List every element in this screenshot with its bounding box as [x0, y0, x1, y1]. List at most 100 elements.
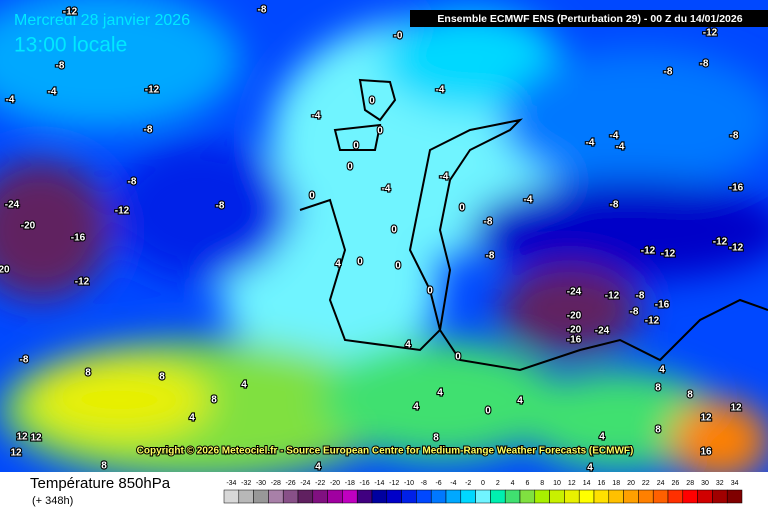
colorbar-label: 26 [672, 480, 680, 487]
colorbar-swatch [238, 489, 254, 504]
temperature-label: -12 [729, 243, 744, 254]
colorbar-swatch [386, 489, 402, 504]
temperature-label: 0 [395, 261, 401, 272]
temperature-label: -20 [21, 221, 36, 232]
colorbar-label: 20 [627, 480, 635, 487]
temperature-label: -24 [567, 287, 582, 298]
colorbar-swatch [223, 489, 240, 504]
colorbar-swatch [608, 489, 624, 504]
copyright: Copyright © 2026 Meteociel.fr - Source E… [137, 446, 634, 457]
temperature-label: -4 [48, 87, 57, 98]
temperature-label: -12 [703, 28, 718, 39]
colorbar-label: -24 [300, 480, 310, 487]
colorbar-swatch [430, 489, 447, 504]
temperature-label: -8 [128, 177, 137, 188]
temperature-label: -12 [145, 85, 160, 96]
colorbar-swatch [534, 489, 550, 504]
temperature-label: -4 [312, 111, 321, 122]
colorbar-label: -4 [450, 480, 456, 487]
colorbar-label: 8 [540, 480, 544, 487]
colorbar-swatch [327, 489, 343, 504]
temperature-label: -8 [630, 307, 639, 318]
colorbar-swatch [356, 489, 373, 504]
colorbar-label: 30 [701, 480, 709, 487]
temperature-label: -12 [63, 7, 78, 18]
temperature-label: -16 [567, 335, 582, 346]
temperature-label: 4 [189, 413, 195, 424]
temperature-label: -4 [616, 142, 625, 153]
temperature-label: 4 [405, 340, 411, 351]
colorbar-swatch [504, 489, 521, 504]
temperature-label: -8 [56, 61, 65, 72]
legend-title: Température 850hPa [30, 475, 171, 492]
colorbar-label: 14 [583, 480, 591, 487]
colorbar-swatch [578, 489, 595, 504]
temperature-label: 4 [587, 463, 593, 474]
temperature-label: -16 [729, 183, 744, 194]
temperature-label: -8 [486, 251, 495, 262]
temperature-label: -4 [440, 172, 449, 183]
temperature-label: 8 [433, 433, 439, 444]
colorbar-label: 22 [642, 480, 650, 487]
colorbar-swatch [371, 489, 388, 504]
colorbar-swatch [593, 489, 610, 504]
map [0, 0, 768, 472]
colorbar-swatch [460, 489, 476, 504]
temperature-label: -4 [6, 95, 15, 106]
colorbar-label: 2 [496, 480, 500, 487]
colorbar-swatch [623, 489, 639, 504]
temperature-label: 8 [655, 425, 661, 436]
temperature-label: -8 [664, 67, 673, 78]
island [333, 78, 397, 151]
temperature-label: -4 [524, 195, 533, 206]
temperature-label: -8 [20, 355, 29, 366]
colorbar-swatch [682, 489, 698, 504]
colorbar-label: -34 [226, 480, 236, 487]
colorbar-label: -14 [374, 480, 384, 487]
temperature-label: 20 [0, 265, 10, 276]
temperature-label: -8 [610, 200, 619, 211]
colorbar-swatch [475, 489, 491, 504]
temperature-label: -8 [484, 217, 493, 228]
colorbar-label: -2 [465, 480, 471, 487]
colorbar-label: -16 [360, 480, 370, 487]
temperature-label: 0 [353, 141, 359, 152]
colorbar-label: 0 [481, 480, 485, 487]
temperature-label: -4 [586, 138, 595, 149]
colorbar-label: -32 [241, 480, 251, 487]
temperature-label: 0 [357, 257, 363, 268]
temperature-label: 0 [369, 96, 375, 107]
colorbar-label: 18 [612, 480, 620, 487]
colorbar-swatch [445, 489, 462, 504]
temperature-label: 12 [10, 448, 22, 459]
temperature-label: 0 [377, 126, 383, 137]
colorbar-label: -18 [345, 480, 355, 487]
header-bar [410, 10, 768, 27]
colorbar-label: -10 [404, 480, 414, 487]
temperature-label: -24 [595, 326, 610, 337]
temperature-label: -24 [5, 200, 20, 211]
temperature-label: -20 [567, 325, 582, 336]
colorbar-label: 24 [657, 480, 665, 487]
colorbar-swatch [282, 489, 299, 504]
colorbar-swatch [667, 489, 684, 504]
temperature-label: 4 [517, 396, 523, 407]
temperature-label: 8 [85, 368, 91, 379]
colorbar-label: 34 [731, 480, 739, 487]
colorbar-label: -22 [315, 480, 325, 487]
temperature-label: -4 [610, 131, 619, 142]
temperature-label: -4 [436, 85, 445, 96]
temperature-label: 4 [335, 259, 341, 270]
temperature-label: 8 [655, 383, 661, 394]
temperature-label: 16 [700, 447, 712, 458]
colorbar-swatch [697, 489, 713, 504]
colorbar-swatch [342, 489, 358, 504]
temperature-label: 12 [16, 432, 28, 443]
temperature-label: -12 [645, 316, 660, 327]
temperature-label: -16 [655, 300, 670, 311]
temperature-label: -8 [216, 201, 225, 212]
temperature-label: 12 [730, 403, 742, 414]
colorbar-swatch [726, 489, 743, 504]
colorbar-label: 28 [686, 480, 694, 487]
